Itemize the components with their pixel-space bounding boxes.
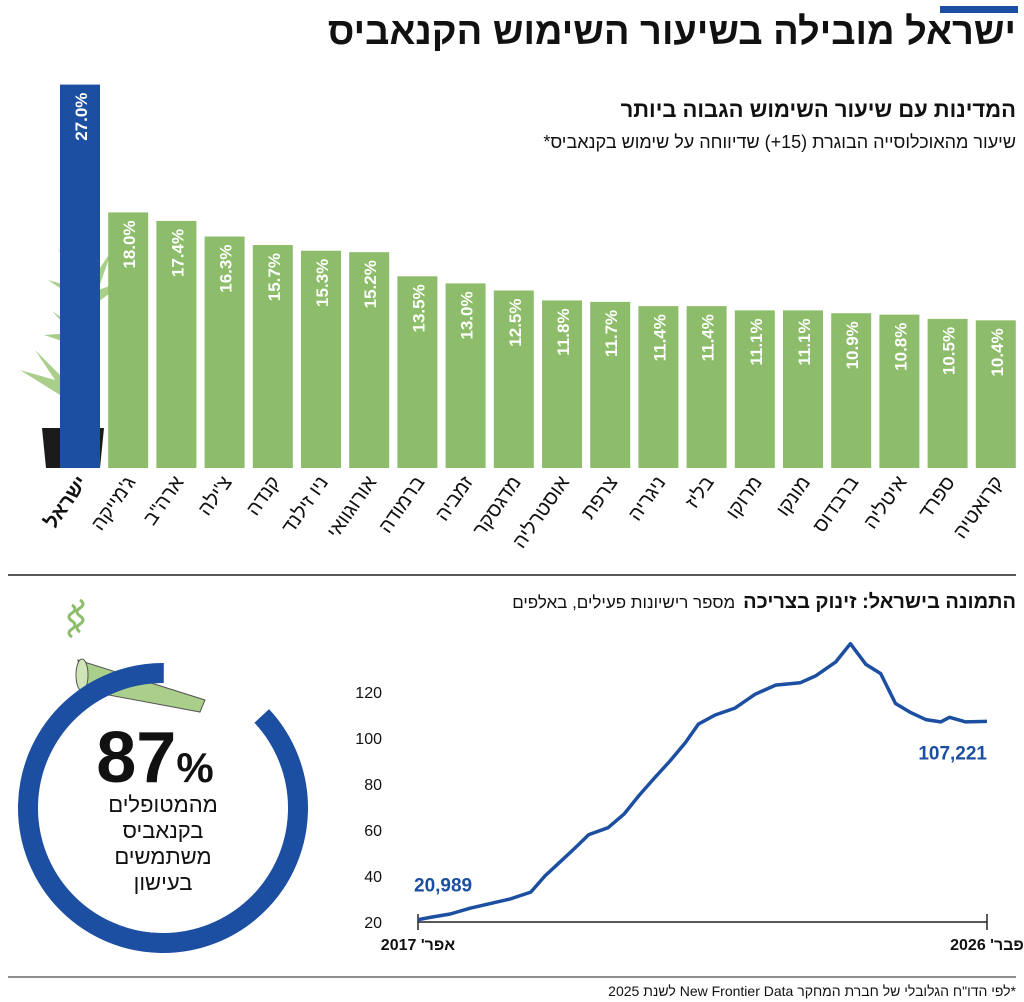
bar xyxy=(156,220,197,468)
value-label: 20,989 xyxy=(414,876,472,897)
bar-value-label: 11.4% xyxy=(699,314,718,361)
bar xyxy=(927,318,968,468)
bar-value-label: 10.4% xyxy=(988,328,1007,376)
bar-value-label: 11.1% xyxy=(747,318,766,365)
bar xyxy=(252,245,293,468)
y-tick-label: 80 xyxy=(364,777,382,794)
line-title: התמונה בישראל: זינוק בצריכה xyxy=(743,591,1016,613)
x-tick-label: ברמודה xyxy=(375,472,430,537)
bar-value-label: 15.7% xyxy=(265,253,284,301)
bar xyxy=(493,290,534,468)
x-tick-label: איטליה xyxy=(860,472,912,533)
x-tick-label: בליז xyxy=(681,472,718,512)
stat-caption: בקנאביס xyxy=(123,818,204,843)
bar-subtitle: שיעור מהאוכלוסייה הבוגרת (15+) שדיווחה ע… xyxy=(543,132,1016,152)
bar xyxy=(204,236,245,468)
bar xyxy=(445,283,486,468)
stat-number: 87 xyxy=(96,718,176,798)
x-tick-label: מונקו xyxy=(772,472,815,520)
x-tick-label: ספרד xyxy=(915,472,960,523)
bar xyxy=(301,250,341,468)
bar-value-label: 16.3% xyxy=(217,245,236,293)
bar xyxy=(734,310,775,468)
stat-caption: משתמשים xyxy=(114,844,211,869)
bar xyxy=(831,313,872,468)
bar-value-label: 18.0% xyxy=(120,220,139,268)
stat-caption: מהמטופלים xyxy=(108,792,218,817)
bar xyxy=(975,320,1016,468)
value-label: 107,221 xyxy=(918,743,987,764)
stat-unit: % xyxy=(176,744,213,791)
x-tick-label: אורוגוואי xyxy=(323,472,382,543)
bar-value-label: 11.7% xyxy=(602,310,621,357)
line-heading: התמונה בישראל: זינוק בצריכה מספר רישיונות… xyxy=(512,591,1016,613)
bar-value-label: 15.2% xyxy=(361,260,380,308)
bar xyxy=(397,276,438,468)
x-tick-label: פבר' 2026 xyxy=(950,937,1024,954)
bar xyxy=(879,314,920,468)
bar-value-label: 10.5% xyxy=(940,327,959,375)
bar-value-label: 11.4% xyxy=(650,314,669,361)
title: ישראל מובילה בשיעור השימוש הקנאביס xyxy=(328,11,1016,53)
stat-value: 87% xyxy=(96,718,213,798)
x-tick-label: ברבדוס xyxy=(809,472,863,537)
y-tick-label: 100 xyxy=(355,731,382,748)
y-tick-label: 40 xyxy=(364,869,382,886)
bar-value-label: 10.8% xyxy=(891,323,910,371)
y-tick-label: 20 xyxy=(364,915,382,932)
x-tick-label: צ'ילה xyxy=(194,472,237,520)
bar-title: המדינות עם שיעור השימוש הגבוה ביותר xyxy=(621,97,1016,122)
bar xyxy=(108,212,149,468)
x-tick-label: זמביה xyxy=(431,472,478,525)
bar-value-label: 15.3% xyxy=(313,259,332,307)
stat-caption: בעישון xyxy=(134,870,193,895)
y-tick-label: 60 xyxy=(364,823,382,840)
bar-value-label: 13.5% xyxy=(409,284,428,332)
x-tick-label: ניגריה xyxy=(624,472,670,525)
bar-value-label: 27.0% xyxy=(72,93,91,141)
x-tick-label: ג'מייקה xyxy=(87,472,140,534)
x-tick-label: מרוקו xyxy=(722,472,767,523)
y-tick-label: 120 xyxy=(355,685,382,702)
stat-ring xyxy=(18,663,308,953)
bar xyxy=(590,301,631,468)
x-tick-label: קרואטיה xyxy=(949,472,1008,543)
bar-value-label: 11.1% xyxy=(795,318,814,365)
bar xyxy=(638,306,679,468)
bar-value-label: 17.4% xyxy=(168,229,187,277)
bar xyxy=(686,306,727,468)
bar-value-label: 13.0% xyxy=(458,291,477,339)
x-tick-label: ישראל xyxy=(41,472,92,532)
x-tick-label: ארה"ב xyxy=(139,472,188,530)
bar-value-label: 11.8% xyxy=(554,308,573,355)
bar xyxy=(349,252,390,468)
bar xyxy=(60,84,100,468)
bar xyxy=(542,300,582,468)
bar-value-label: 10.9% xyxy=(843,321,862,369)
x-tick-label: צרפת xyxy=(577,472,622,523)
line xyxy=(417,641,988,922)
footnote: *לפי הדו"ח הגלובלי של חברת המחקר New Fro… xyxy=(608,983,1016,999)
bar-value-label: 12.5% xyxy=(506,299,525,347)
x-tick-label: קנדה xyxy=(242,472,285,520)
x-tick-label: אפר' 2017 xyxy=(381,937,455,954)
line-subtitle: מספר רישיונות פעילים, באלפים xyxy=(512,593,735,612)
bar xyxy=(783,310,823,468)
header-accent xyxy=(940,6,1018,13)
